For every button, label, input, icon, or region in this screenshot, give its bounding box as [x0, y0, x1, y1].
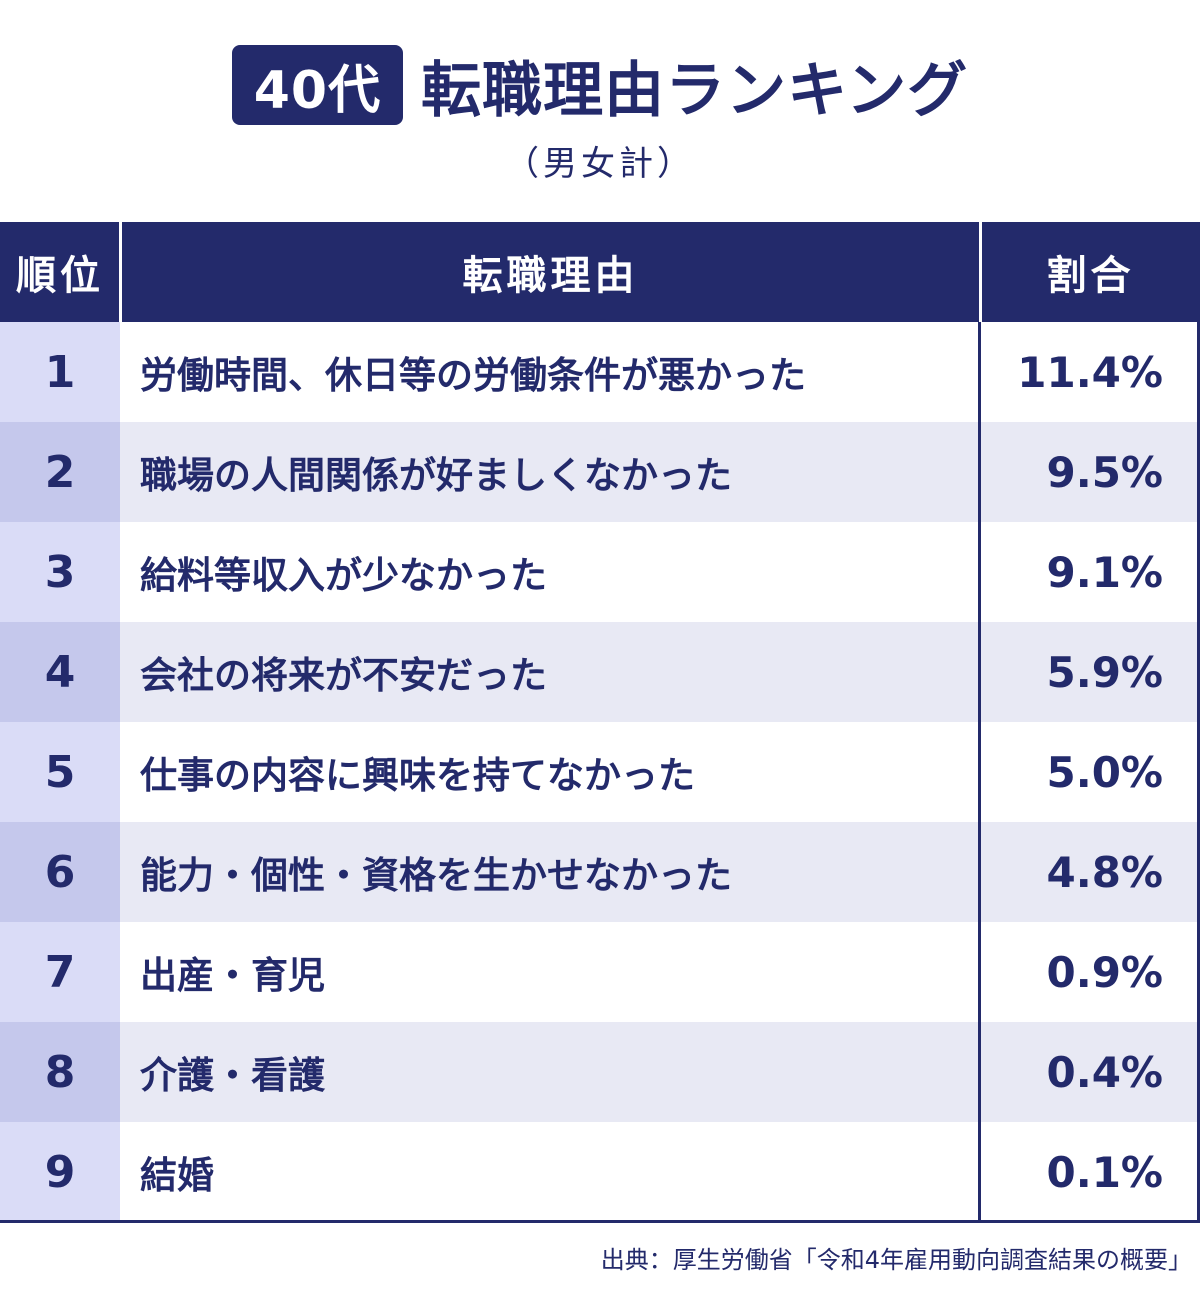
share-cell: 0.4%	[1046, 1047, 1163, 1097]
reason-cell: 仕事の内容に興味を持てなかった	[140, 754, 695, 797]
reason-cell: 能力・個性・資格を生かせなかった	[140, 854, 732, 897]
table-row: 2 職場の人間関係が好ましくなかった 9.5%	[0, 422, 1200, 522]
age-badge: 40代	[231, 45, 404, 125]
header-rank: 順位	[0, 222, 120, 322]
rank-cell: 8	[0, 1022, 120, 1122]
reason-cell: 労働時間、休日等の労働条件が悪かった	[140, 354, 806, 397]
reason-cell: 会社の将来が不安だった	[140, 654, 547, 697]
table-row: 1 労働時間、休日等の労働条件が悪かった 11.4%	[0, 322, 1200, 422]
header-divider	[119, 222, 122, 322]
share-cell: 0.9%	[1046, 947, 1163, 997]
share-cell: 11.4%	[1017, 347, 1163, 397]
rank-cell: 5	[0, 722, 120, 822]
reason-cell: 結婚	[140, 1154, 214, 1197]
share-cell: 9.1%	[1046, 547, 1163, 597]
reason-cell: 出産・育児	[140, 954, 325, 997]
column-divider	[978, 322, 981, 1222]
rank-cell: 4	[0, 622, 120, 722]
title-block: 40代 転職理由ランキング	[0, 40, 1200, 130]
rank-cell: 3	[0, 522, 120, 622]
rank-cell: 1	[0, 322, 120, 422]
rank-cell: 6	[0, 822, 120, 922]
table-row: 9 結婚 0.1%	[0, 1122, 1200, 1222]
table-right-border	[1197, 322, 1200, 1222]
table-row: 3 給料等収入が少なかった 9.1%	[0, 522, 1200, 622]
reason-cell: 給料等収入が少なかった	[140, 554, 547, 597]
share-cell: 4.8%	[1046, 847, 1163, 897]
page-subtitle: （男女計）	[505, 144, 695, 184]
table-bottom-border	[0, 1220, 1200, 1223]
rank-cell: 7	[0, 922, 120, 1022]
header-divider	[979, 222, 982, 322]
table-row: 4 会社の将来が不安だった 5.9%	[0, 622, 1200, 722]
share-cell: 5.0%	[1046, 747, 1163, 797]
reason-cell: 職場の人間関係が好ましくなかった	[140, 454, 732, 497]
table-row: 6 能力・個性・資格を生かせなかった 4.8%	[0, 822, 1200, 922]
source-note: 出典：厚生労働省「令和4年雇用動向調査結果の概要」	[600, 1246, 1192, 1274]
share-cell: 0.1%	[1046, 1147, 1163, 1197]
table-row: 5 仕事の内容に興味を持てなかった 5.0%	[0, 722, 1200, 822]
table-row: 7 出産・育児 0.9%	[0, 922, 1200, 1022]
reason-cell: 介護・看護	[140, 1054, 325, 1097]
page-title: 転職理由ランキング	[421, 55, 969, 126]
rank-cell: 2	[0, 422, 120, 522]
share-cell: 5.9%	[1046, 647, 1163, 697]
table-row: 8 介護・看護 0.4%	[0, 1022, 1200, 1122]
header-reason: 転職理由	[120, 222, 981, 322]
header-share: 割合	[981, 222, 1200, 322]
share-cell: 9.5%	[1046, 447, 1163, 497]
rank-cell: 9	[0, 1122, 120, 1222]
